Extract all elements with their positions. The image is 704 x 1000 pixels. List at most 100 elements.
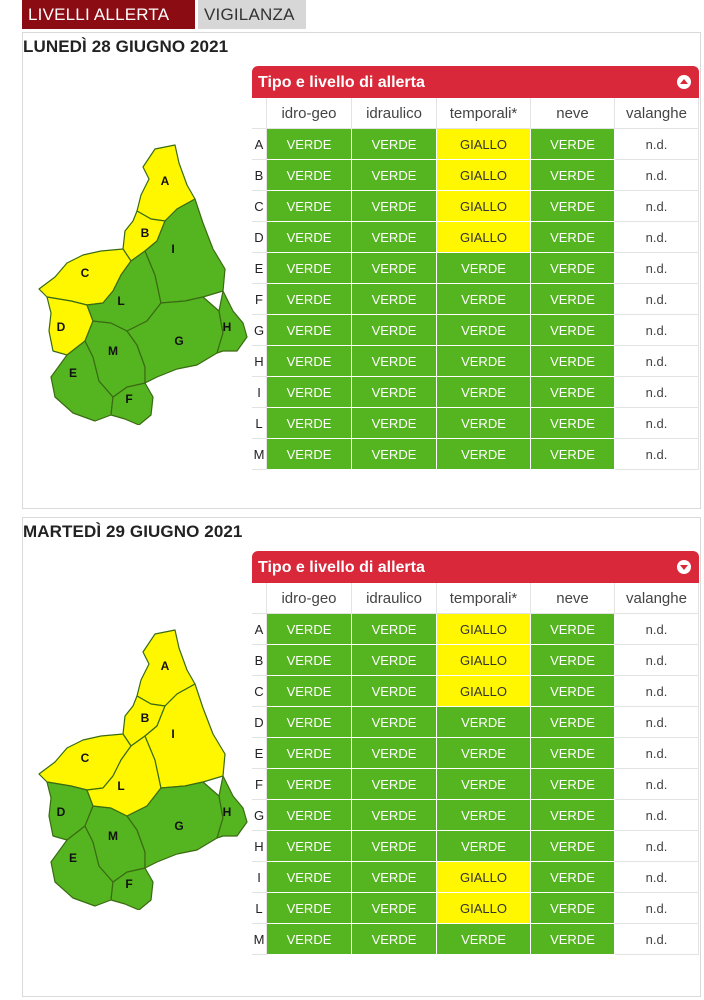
alert-level-cell: n.d. [615,284,699,315]
map-zone-label: F [125,877,132,891]
alert-level-cell: n.d. [615,191,699,222]
alert-level-cell: GIALLO [437,191,531,222]
panel-header[interactable]: Tipo e livello di allerta [252,551,699,583]
alert-level-cell: n.d. [615,408,699,439]
alert-level-cell: VERDE [267,614,352,645]
column-header: idro-geo [267,583,352,614]
map-zone-label: D [57,805,66,819]
alert-level-cell: VERDE [267,831,352,862]
alert-level-cell: VERDE [531,253,615,284]
alert-level-cell: VERDE [267,191,352,222]
table-row: C VERDE VERDE GIALLO VERDE n.d. [252,191,699,222]
zone-label: M [252,439,267,470]
alert-level-cell: VERDE [267,346,352,377]
alert-level-cell: VERDE [531,769,615,800]
zone-label: B [252,160,267,191]
map-zone-g[interactable] [126,296,224,384]
piemonte-alert-map: A B C D E F G H I L M [27,135,252,425]
alert-level-cell: n.d. [615,614,699,645]
tab-vigilanza[interactable]: VIGILANZA [198,0,306,29]
expand-down-icon[interactable] [677,560,691,574]
alert-level-cell: VERDE [437,408,531,439]
alert-level-cell: VERDE [267,893,352,924]
panel-header[interactable]: Tipo e livello di allerta [252,66,699,98]
alert-level-cell: GIALLO [437,862,531,893]
alert-level-cell: VERDE [352,377,437,408]
alert-level-cell: VERDE [352,346,437,377]
tab-livelli-allerta[interactable]: LIVELLI ALLERTA [22,0,195,29]
alert-level-cell: VERDE [267,284,352,315]
map-zone-h[interactable] [216,290,248,354]
alert-level-cell: VERDE [531,129,615,160]
map-zone-label: C [81,751,90,765]
alert-level-cell: VERDE [352,191,437,222]
table-row: G VERDE VERDE VERDE VERDE n.d. [252,315,699,346]
table-row: B VERDE VERDE GIALLO VERDE n.d. [252,645,699,676]
collapse-up-icon[interactable] [677,75,691,89]
alert-level-cell: VERDE [437,707,531,738]
zone-label: F [252,769,267,800]
alert-level-cell: VERDE [531,831,615,862]
map-zone-g[interactable] [126,781,224,869]
alert-level-cell: VERDE [267,924,352,955]
table-row: F VERDE VERDE VERDE VERDE n.d. [252,284,699,315]
alert-level-cell: n.d. [615,893,699,924]
zone-label: B [252,645,267,676]
alert-level-cell: GIALLO [437,160,531,191]
table-row: H VERDE VERDE VERDE VERDE n.d. [252,346,699,377]
zone-label: G [252,315,267,346]
column-header: temporali* [437,583,531,614]
alert-level-cell: n.d. [615,862,699,893]
map-zone-label: A [161,659,170,673]
header-zone-blank [252,98,267,129]
alert-level-cell: VERDE [437,315,531,346]
alert-level-cell: VERDE [352,862,437,893]
zone-label: D [252,222,267,253]
alert-level-cell: VERDE [352,284,437,315]
alert-panel: Tipo e livello di allerta idro-geo idraul… [252,551,699,955]
map-zone-h[interactable] [216,775,248,839]
zone-label: C [252,191,267,222]
zone-label: I [252,377,267,408]
alert-level-cell: VERDE [267,439,352,470]
alert-level-cell: VERDE [352,676,437,707]
alert-level-cell: VERDE [352,439,437,470]
zone-label: L [252,893,267,924]
alert-level-cell: VERDE [352,222,437,253]
map-zone-i[interactable] [144,198,226,304]
alert-level-cell: VERDE [352,408,437,439]
panel-title: Tipo e livello di allerta [258,559,425,576]
alert-level-cell: VERDE [267,676,352,707]
alert-level-cell: VERDE [531,408,615,439]
zone-label: L [252,408,267,439]
alert-level-cell: VERDE [531,893,615,924]
alert-level-cell: GIALLO [437,222,531,253]
map-zone-label: E [69,851,77,865]
table-header-row: idro-geo idraulico temporali* neve valanghe [252,583,699,614]
alert-level-cell: VERDE [437,800,531,831]
day-title: MARTEDÌ 29 GIUGNO 2021 [23,522,243,541]
alert-level-cell: VERDE [437,284,531,315]
table-row: D VERDE VERDE GIALLO VERDE n.d. [252,222,699,253]
map-zone-label: F [125,392,132,406]
alert-level-cell: VERDE [352,315,437,346]
alert-level-cell: VERDE [437,346,531,377]
alert-level-cell: VERDE [437,377,531,408]
table-header-row: idro-geo idraulico temporali* neve valanghe [252,98,699,129]
map-zone-label: I [171,727,174,741]
table-row: E VERDE VERDE VERDE VERDE n.d. [252,738,699,769]
map-zone-label: M [108,344,118,358]
zone-label: A [252,129,267,160]
alert-level-cell: VERDE [352,614,437,645]
table-row: L VERDE VERDE GIALLO VERDE n.d. [252,893,699,924]
alert-level-cell: VERDE [531,284,615,315]
alert-level-cell: GIALLO [437,893,531,924]
alert-level-cell: VERDE [267,222,352,253]
alert-level-cell: n.d. [615,129,699,160]
table-row: H VERDE VERDE VERDE VERDE n.d. [252,831,699,862]
map-zone-i[interactable] [144,683,226,789]
alert-level-cell: VERDE [352,831,437,862]
table-row: M VERDE VERDE VERDE VERDE n.d. [252,924,699,955]
alert-level-cell: VERDE [531,676,615,707]
